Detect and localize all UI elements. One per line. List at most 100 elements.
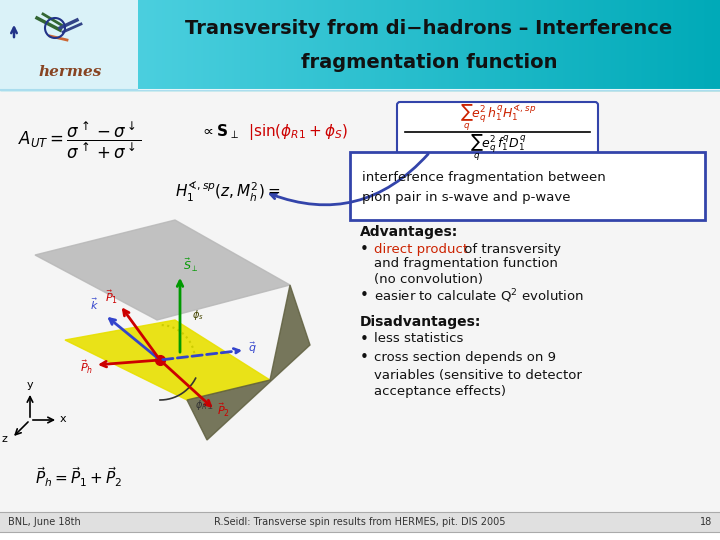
Bar <box>45 0 46 90</box>
Bar <box>310 0 311 90</box>
Bar <box>115 0 116 90</box>
Bar <box>240 0 241 90</box>
Bar <box>19 0 20 90</box>
Bar <box>633 0 634 90</box>
Bar <box>197 0 198 90</box>
Bar <box>593 0 594 90</box>
Bar <box>67 0 68 90</box>
Bar <box>461 0 462 90</box>
Bar <box>556 0 557 90</box>
Bar <box>571 0 572 90</box>
Bar <box>453 0 454 90</box>
Bar <box>252 0 253 90</box>
Bar <box>64 0 65 90</box>
Bar <box>205 0 206 90</box>
Bar <box>263 0 264 90</box>
Bar <box>481 0 482 90</box>
Bar <box>693 0 694 90</box>
Bar <box>48 0 49 90</box>
Bar <box>36 0 37 90</box>
Bar <box>71 0 72 90</box>
Text: Disadvantages:: Disadvantages: <box>360 315 482 329</box>
Bar <box>223 0 224 90</box>
Bar <box>79 0 80 90</box>
Bar <box>132 0 133 90</box>
Bar <box>659 0 660 90</box>
Bar <box>688 0 689 90</box>
Text: $\sum_q e_q^2\, h_1^q H_1^{\sphericalangle,sp}$: $\sum_q e_q^2\, h_1^q H_1^{\sphericalang… <box>460 103 536 133</box>
Bar <box>439 0 440 90</box>
Bar <box>676 0 677 90</box>
Bar <box>47 0 48 90</box>
Bar <box>207 0 208 90</box>
Bar <box>151 0 152 90</box>
Bar <box>56 0 57 90</box>
Bar <box>128 0 129 90</box>
Bar <box>473 0 474 90</box>
Bar <box>59 0 60 90</box>
Polygon shape <box>35 220 290 320</box>
Bar <box>221 0 222 90</box>
Bar <box>361 0 362 90</box>
Bar <box>333 0 334 90</box>
Text: •: • <box>360 241 369 256</box>
Bar <box>528 0 529 90</box>
Bar <box>50 0 51 90</box>
Bar <box>390 0 391 90</box>
Bar <box>200 0 201 90</box>
Bar <box>617 0 618 90</box>
Bar <box>170 0 171 90</box>
Bar <box>360 0 361 90</box>
Bar <box>298 0 299 90</box>
Bar <box>602 0 603 90</box>
Text: $\vec{k}$: $\vec{k}$ <box>90 296 99 312</box>
Bar <box>304 0 305 90</box>
Bar <box>233 0 234 90</box>
Bar <box>644 0 645 90</box>
Bar <box>254 0 255 90</box>
Bar <box>343 0 344 90</box>
Bar <box>130 0 131 90</box>
Bar <box>258 0 259 90</box>
Bar <box>76 0 77 90</box>
Bar <box>700 0 701 90</box>
Bar <box>596 0 597 90</box>
Bar <box>260 0 261 90</box>
Bar <box>30 0 31 90</box>
Text: (no convolution): (no convolution) <box>374 273 483 286</box>
Bar <box>412 0 413 90</box>
Bar <box>116 0 117 90</box>
Bar <box>704 0 705 90</box>
Bar <box>68 0 69 90</box>
Bar <box>610 0 611 90</box>
Bar <box>342 0 343 90</box>
Bar <box>534 0 535 90</box>
Bar <box>648 0 649 90</box>
Bar <box>46 0 47 90</box>
Bar <box>0 0 1 90</box>
Bar <box>213 0 214 90</box>
Bar <box>285 0 286 90</box>
Bar <box>622 0 623 90</box>
Bar <box>92 0 93 90</box>
Bar <box>374 0 375 90</box>
Bar <box>330 0 331 90</box>
Bar <box>691 0 692 90</box>
Bar <box>38 0 39 90</box>
Bar <box>487 0 488 90</box>
Bar <box>181 0 182 90</box>
Bar <box>118 0 119 90</box>
Bar <box>123 0 124 90</box>
Bar <box>525 0 526 90</box>
Bar <box>149 0 150 90</box>
Bar <box>521 0 522 90</box>
Bar <box>477 0 478 90</box>
Bar <box>566 0 567 90</box>
Bar <box>323 0 324 90</box>
Bar <box>710 0 711 90</box>
Bar <box>289 0 290 90</box>
Bar <box>549 0 550 90</box>
FancyBboxPatch shape <box>350 152 705 220</box>
Bar <box>243 0 244 90</box>
Text: $H_1^{\sphericalangle,sp}(z, M_h^2) =$: $H_1^{\sphericalangle,sp}(z, M_h^2) =$ <box>175 180 280 204</box>
